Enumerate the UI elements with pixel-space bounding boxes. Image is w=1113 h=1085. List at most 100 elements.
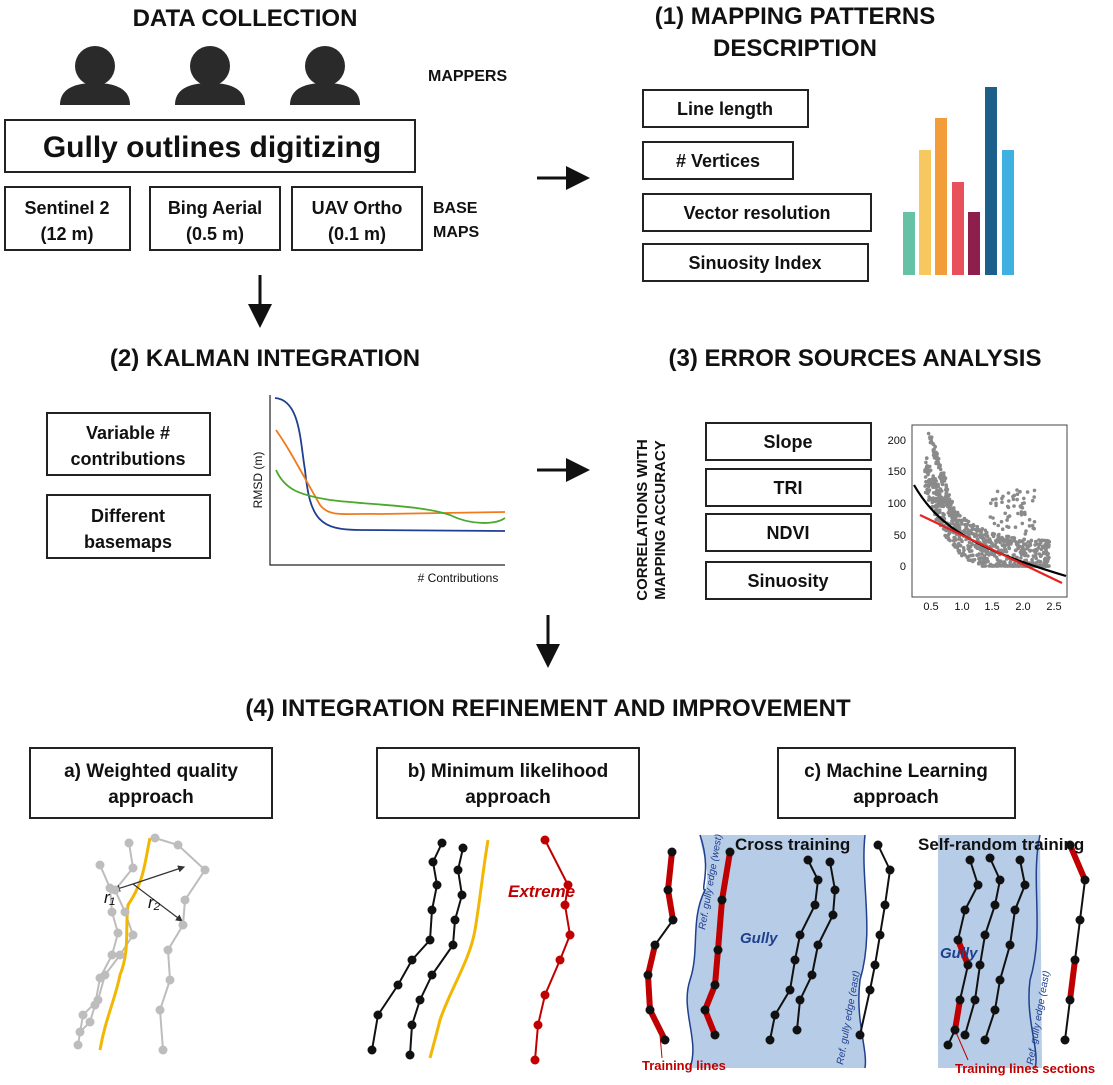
vertex <box>563 880 573 890</box>
panel-label: Cross training <box>735 835 850 854</box>
scatter-dot <box>926 484 931 489</box>
scatter-dot <box>926 479 931 483</box>
metric-label: Line length <box>677 99 773 119</box>
scatter-dot <box>1027 524 1032 528</box>
scatter-dot <box>1020 539 1025 543</box>
scatter-dot <box>936 465 941 470</box>
scatter-dot <box>1015 488 1019 492</box>
vertex <box>555 955 565 965</box>
vertex <box>785 985 795 995</box>
axis-label: RMSD (m) <box>251 452 265 509</box>
scatter-dot <box>1047 564 1051 568</box>
scatter-dot <box>969 553 973 558</box>
scatter-dot <box>931 450 936 455</box>
scatter-dot <box>992 563 997 568</box>
scatter-dot <box>1043 538 1048 543</box>
scatter-dot <box>940 471 944 476</box>
vertex <box>163 945 173 955</box>
vertex <box>78 1010 88 1020</box>
scatter-dot <box>1002 543 1006 547</box>
vertices <box>643 847 678 1045</box>
vertex <box>560 900 570 910</box>
scatter-dot <box>1026 540 1030 544</box>
scatter-dot <box>944 485 949 489</box>
scatter-dot <box>1007 514 1012 518</box>
variable-boxes <box>705 422 872 600</box>
scatter-dot <box>998 540 1002 545</box>
scatter-dot <box>1023 532 1028 536</box>
svg-text:2.0: 2.0 <box>1015 601 1030 613</box>
vertex <box>960 905 970 915</box>
scatter-dot <box>999 519 1004 524</box>
vertex <box>533 1020 543 1030</box>
scatter-dot <box>989 501 993 506</box>
vertex <box>95 973 105 983</box>
training-label: Training lines sections <box>955 1061 1095 1076</box>
scatter-dot <box>1030 523 1035 528</box>
vertex <box>158 1045 168 1055</box>
scatter-dot <box>931 474 935 478</box>
vertex <box>1075 915 1085 925</box>
scatter-dot <box>966 530 970 535</box>
vertex <box>663 885 673 895</box>
scatter-dot <box>1007 546 1012 551</box>
scatter-dot <box>1007 499 1011 503</box>
vertices <box>75 860 123 1037</box>
vertex <box>530 1055 540 1065</box>
basemaps-label: BASE MAPS <box>433 200 480 241</box>
scatter-dot <box>1003 564 1008 568</box>
vertex <box>107 907 117 917</box>
vertex <box>1065 995 1075 1005</box>
vertex <box>643 970 653 980</box>
scatter-dot <box>1032 520 1037 524</box>
vertex <box>450 915 460 925</box>
scatter-dot <box>984 560 988 564</box>
scatter-dot <box>954 518 958 523</box>
scatter-dot <box>1044 544 1048 549</box>
scatter-dot <box>936 484 940 489</box>
scatter-dot <box>939 479 944 484</box>
vertices <box>792 857 840 1035</box>
scatter-dot <box>992 521 997 526</box>
scatter-dot <box>1023 542 1028 546</box>
scatter-dot <box>1012 539 1017 543</box>
scatter-dot <box>952 509 957 513</box>
scatter-dot <box>1016 511 1020 516</box>
scatter-dot <box>946 533 951 537</box>
scatter-dot <box>1032 488 1037 493</box>
svg-text:1.0: 1.0 <box>954 601 969 613</box>
vertex <box>975 960 985 970</box>
factor-boxes <box>46 412 211 559</box>
scatter-dot <box>1024 529 1028 533</box>
vertex <box>765 1035 775 1045</box>
scatter-dot <box>1003 538 1007 542</box>
basemap-label: UAV Ortho (0.1 m) <box>312 198 403 244</box>
scatter-dot <box>996 533 1000 538</box>
scatter-dot <box>961 546 966 550</box>
scatter-dot <box>1027 544 1031 548</box>
scatter-dot <box>946 536 951 540</box>
scatter-dot <box>980 564 985 568</box>
section-title: (4) INTEGRATION REFINEMENT AND IMPROVEME… <box>245 695 851 722</box>
mapper-icons <box>60 46 360 105</box>
scatter-dot <box>1018 489 1022 494</box>
scatter-dot <box>1033 543 1037 547</box>
scatter-dot <box>991 531 995 536</box>
vertices <box>855 840 895 1040</box>
scatter-dot <box>926 431 931 436</box>
vertex <box>107 950 117 960</box>
vertices <box>700 847 735 1040</box>
vertices <box>943 855 983 1050</box>
vertex <box>973 880 983 890</box>
scatter-dot <box>926 489 931 494</box>
vertex <box>792 1025 802 1035</box>
scatter-dot <box>984 534 988 538</box>
scatter-dot <box>942 479 947 483</box>
vertex <box>1015 855 1025 865</box>
scatter-dot <box>994 497 998 501</box>
scatter-dot <box>1034 539 1038 544</box>
gully-edge <box>1028 834 1041 1069</box>
scatter-dot <box>1022 510 1027 515</box>
vertex <box>200 865 210 875</box>
